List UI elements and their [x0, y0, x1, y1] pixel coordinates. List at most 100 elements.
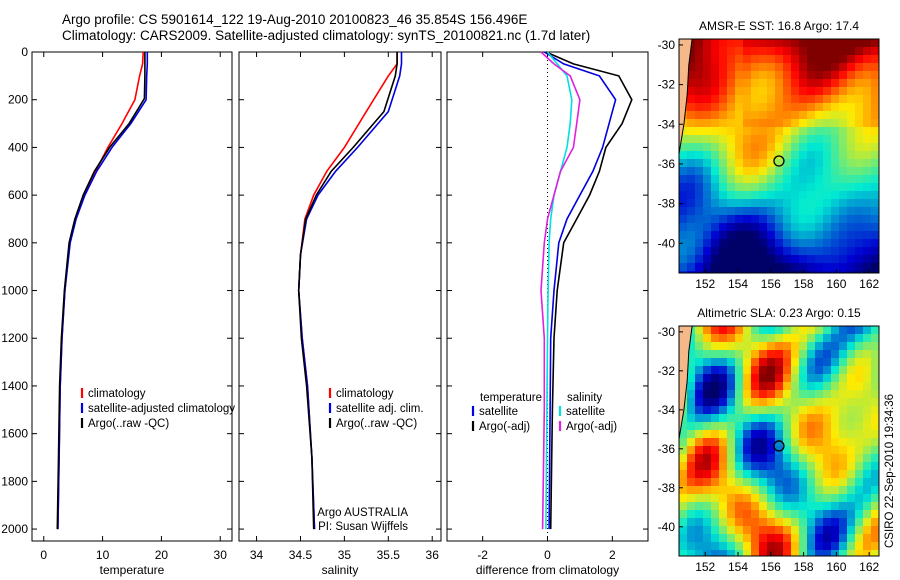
- map-field-cell: [847, 526, 855, 534]
- map-field-cell: [735, 398, 743, 406]
- map-field-cell: [815, 430, 823, 438]
- map-field-cell: [815, 446, 823, 454]
- map-field-cell: [839, 47, 847, 55]
- map-field-cell: [767, 239, 775, 247]
- map-field-cell: [839, 95, 847, 103]
- map-field-cell: [815, 183, 823, 191]
- map-field-cell: [751, 342, 759, 350]
- map-field-cell: [711, 486, 719, 494]
- map-field-cell: [743, 486, 751, 494]
- map-field-cell: [863, 334, 871, 342]
- map-field-cell: [703, 422, 711, 430]
- map-field-cell: [719, 430, 727, 438]
- map-field-cell: [727, 247, 735, 255]
- map-field-cell: [775, 135, 783, 143]
- map-field-cell: [783, 398, 791, 406]
- map-field-cell: [751, 271, 759, 273]
- map-field-cell: [863, 494, 871, 502]
- map-field-cell: [719, 63, 727, 71]
- map-field-cell: [775, 342, 783, 350]
- map-field-cell: [759, 111, 767, 119]
- map-field-cell: [735, 334, 743, 342]
- map-field-cell: [831, 422, 839, 430]
- map-field-cell: [855, 374, 863, 382]
- map-field-cell: [703, 550, 711, 556]
- map-field-cell: [711, 255, 719, 263]
- map-field-cell: [759, 191, 767, 199]
- map-field-cell: [711, 526, 719, 534]
- map-field-cell: [711, 191, 719, 199]
- map-field-cell: [847, 175, 855, 183]
- y-tick-label: 400: [8, 140, 28, 154]
- map-field-cell: [751, 518, 759, 526]
- map-y-tick-label: -30: [658, 38, 676, 52]
- map-field-cell: [751, 159, 759, 167]
- map-field-cell: [751, 175, 759, 183]
- map-field-cell: [759, 462, 767, 470]
- map-field-cell: [703, 111, 711, 119]
- map-field-cell: [791, 358, 799, 366]
- map-field-cell: [775, 63, 783, 71]
- map-field-cell: [847, 95, 855, 103]
- map-field-cell: [703, 127, 711, 135]
- map-field-cell: [751, 510, 759, 518]
- map-field-cell: [735, 223, 743, 231]
- map-field-cell: [807, 135, 815, 143]
- map-field-cell: [751, 255, 759, 263]
- map-field-cell: [719, 422, 727, 430]
- map-field-cell: [783, 534, 791, 542]
- map-field-cell: [695, 550, 703, 556]
- series-line-black: [545, 51, 633, 530]
- map-field-cell: [815, 542, 823, 550]
- map-field-cell: [863, 183, 871, 191]
- map-field-cell: [735, 63, 743, 71]
- map-field-cell: [719, 382, 727, 390]
- map-field-cell: [743, 510, 751, 518]
- map-field-cell: [839, 55, 847, 63]
- map-field-cell: [695, 462, 703, 470]
- map-field-cell: [791, 414, 799, 422]
- map-field-cell: [847, 47, 855, 55]
- map-field-cell: [775, 143, 783, 151]
- map-field-cell: [727, 334, 735, 342]
- map-field-cell: [823, 526, 831, 534]
- map-field-cell: [679, 255, 687, 263]
- map-field-cell: [855, 127, 863, 135]
- map-field-cell: [823, 239, 831, 247]
- map-field-cell: [863, 414, 871, 422]
- map-field-cell: [847, 127, 855, 135]
- map-field-cell: [871, 358, 879, 366]
- map-field-cell: [735, 95, 743, 103]
- map-field-cell: [855, 231, 863, 239]
- map-field-cell: [807, 239, 815, 247]
- map-field-cell: [791, 199, 799, 207]
- map-field-cell: [775, 167, 783, 175]
- map-field-cell: [695, 518, 703, 526]
- map-field-cell: [791, 239, 799, 247]
- map-field-cell: [847, 151, 855, 159]
- map-field-cell: [871, 247, 879, 255]
- map-field-cell: [871, 342, 879, 350]
- map-field-cell: [871, 374, 879, 382]
- map-field-cell: [719, 143, 727, 151]
- map-field-cell: [799, 247, 807, 255]
- map-field-cell: [871, 414, 879, 422]
- map-field-cell: [735, 446, 743, 454]
- map-field-cell: [743, 63, 751, 71]
- map-field-cell: [839, 358, 847, 366]
- map-field-cell: [791, 63, 799, 71]
- map-field-cell: [847, 87, 855, 95]
- map-field-cell: [807, 462, 815, 470]
- map-field-cell: [679, 135, 687, 143]
- map-field-cell: [791, 534, 799, 542]
- map-field-cell: [807, 526, 815, 534]
- map-field-cell: [695, 390, 703, 398]
- map-field-cell: [727, 446, 735, 454]
- map-field-cell: [703, 502, 711, 510]
- map-field-cell: [711, 342, 719, 350]
- map-field-cell: [703, 199, 711, 207]
- map-field-cell: [679, 486, 687, 494]
- map-field-cell: [775, 486, 783, 494]
- map-field-cell: [823, 255, 831, 263]
- map-field-cell: [703, 71, 711, 79]
